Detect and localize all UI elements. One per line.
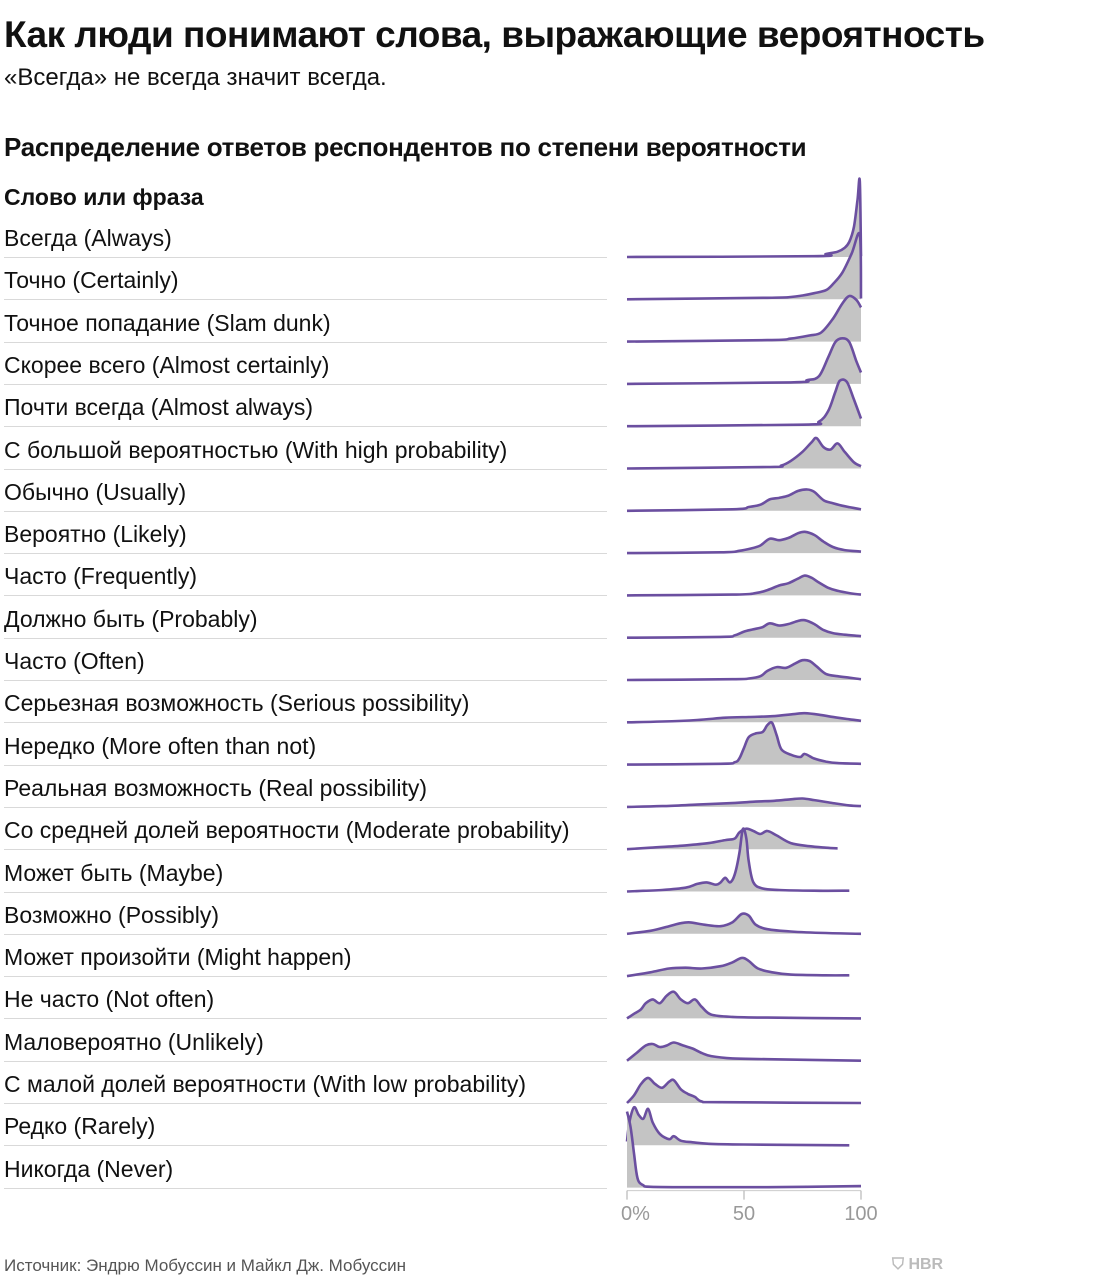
density-line: [626, 827, 838, 851]
density-line: [625, 1105, 850, 1147]
density-line: [626, 530, 862, 555]
row-separator: [4, 553, 607, 555]
chart-subtitle: «Всегда» не всегда значит всегда.: [4, 64, 387, 91]
x-tick-label: 100: [844, 1203, 878, 1225]
row-label: Возможно (Possibly): [4, 901, 219, 928]
density-area: [627, 828, 838, 850]
density-line: [626, 711, 862, 724]
density-area: [627, 660, 861, 680]
row-label: Реальная возможность (Real possibility): [4, 774, 428, 801]
x-tick-label: 0%: [621, 1203, 650, 1225]
row-label: Точно (Certainly): [4, 267, 179, 294]
row-label: Маловероятно (Unlikely): [4, 1028, 264, 1055]
row-label: Редко (Rarely): [4, 1113, 156, 1140]
density-area: [627, 437, 861, 469]
row-separator: [4, 1187, 607, 1189]
density-line: [626, 436, 862, 470]
row-label: Нередко (More often than not): [4, 732, 317, 759]
row-separator: [4, 383, 607, 385]
density-line: [626, 337, 863, 386]
row-separator: [4, 468, 607, 470]
column-header: Слово или фраза: [4, 184, 204, 210]
density-line: [626, 658, 862, 682]
row-separator: [4, 764, 607, 766]
density-line: [626, 488, 862, 513]
density-area: [627, 1077, 861, 1103]
row-label: Серьезная возможность (Serious possibili…: [4, 690, 470, 717]
row-separator: [4, 257, 607, 258]
row-label: Всегда (Always): [4, 225, 172, 251]
row-label: Часто (Frequently): [4, 563, 198, 590]
row-separator: [4, 341, 607, 343]
row-label: Может произойти (Might happen): [4, 944, 352, 971]
density-line: [626, 574, 862, 597]
row-separator: [4, 426, 607, 428]
density-area: [627, 379, 861, 427]
row-separator: [4, 806, 607, 808]
row-label: С большой вероятностью (With high probab…: [4, 436, 508, 463]
row-separator: [4, 1018, 607, 1020]
x-tick-label: 50: [732, 1203, 756, 1225]
density-line: [626, 720, 862, 766]
density-line: [626, 912, 862, 936]
density-line: [626, 827, 850, 893]
density-area: [627, 913, 861, 934]
density-line: [626, 618, 862, 639]
density-area: [627, 178, 861, 257]
row-separator: [4, 1103, 607, 1104]
density-line: [626, 294, 863, 343]
row-separator: [4, 891, 607, 893]
density-line: [626, 797, 862, 809]
row-label: Точное попадание (Slam dunk): [4, 309, 331, 336]
row-separator: [4, 722, 607, 724]
density-area: [627, 531, 861, 554]
row-separator: [4, 637, 607, 639]
density-area: [627, 295, 861, 342]
source-note: Источник: Эндрю Мобуссин и Майкл Дж. Моб…: [4, 1256, 407, 1275]
density-line: [626, 177, 863, 259]
density-line: [626, 378, 863, 428]
density-area: [627, 233, 861, 300]
row-label: Обычно (Usually): [4, 478, 187, 505]
row-separator: [4, 976, 607, 978]
row-label: Может быть (Maybe): [4, 859, 224, 886]
density-area: [627, 620, 861, 638]
row-label: Вероятно (Likely): [4, 521, 187, 548]
density-line: [626, 1041, 862, 1062]
density-area: [627, 1107, 850, 1146]
row-label: Не часто (Not often): [4, 986, 215, 1013]
density-line: [626, 990, 862, 1020]
row-separator: [4, 680, 607, 681]
row-label: Часто (Often): [4, 648, 145, 674]
density-line: [625, 1111, 862, 1189]
density-area: [627, 1111, 861, 1188]
density-area: [627, 575, 861, 596]
chart-title: Как люди понимают слова, выражающие веро…: [4, 14, 985, 55]
density-area: [627, 722, 861, 765]
row-label: Должно быть (Probably): [4, 605, 258, 632]
density-line: [626, 1076, 862, 1105]
density-line: [626, 956, 850, 978]
row-label: Скорее всего (Almost certainly): [4, 351, 330, 378]
hbr-logo: ⛉ HBR: [892, 1256, 944, 1273]
density-area: [627, 957, 850, 977]
row-separator: [4, 849, 607, 851]
row-separator: [4, 1145, 607, 1147]
chart-heading: Распределение ответов респондентов по ст…: [4, 132, 807, 162]
row-label: Со средней долей вероятности (Moderate p…: [4, 817, 570, 844]
row-separator: [4, 933, 607, 935]
density-area: [627, 991, 861, 1019]
row-separator: [4, 299, 607, 301]
row-label: Почти всегда (Almost always): [4, 394, 314, 421]
row-separator: [4, 510, 607, 512]
row-separator: [4, 1060, 607, 1062]
density-area: [627, 338, 861, 384]
row-label: С малой долей вероятности (With low prob…: [4, 1071, 527, 1097]
density-line: [626, 231, 863, 301]
density-area: [627, 489, 861, 511]
row-label: Никогда (Never): [4, 1155, 174, 1182]
row-separator: [4, 595, 607, 597]
